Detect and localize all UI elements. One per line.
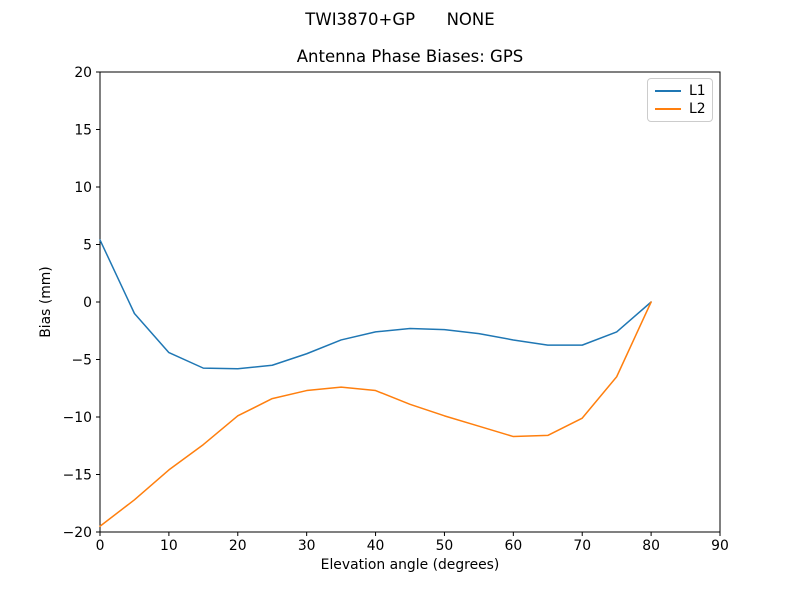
x-tick-label: 60 [504,538,522,554]
figure-suptitle: TWI3870+GP NONE [305,10,495,29]
chart-title: Antenna Phase Biases: GPS [296,47,524,66]
y-tick-label: 20 [74,65,92,81]
legend-item-l2: L2 [648,101,712,118]
legend-item-l1: L1 [648,83,712,100]
legend-label-l2: L2 [689,100,706,117]
legend-label-l1: L1 [689,82,706,99]
y-tick-label: 15 [74,122,92,138]
line-series-l1 [99,239,652,370]
l2-line-sample-icon [655,108,681,110]
legend: L1 L2 [647,78,713,122]
y-tick-label: −5 [72,352,92,368]
x-tick-label: 50 [436,538,454,554]
x-tick-label: 10 [160,538,178,554]
y-axis-label: Bias (mm) [38,266,54,338]
y-tick-label: −10 [63,410,92,426]
y-tick-label: 10 [74,180,92,196]
x-axis-label: Elevation angle (degrees) [320,557,500,573]
line-series-l2 [99,301,652,527]
x-tick-label: 90 [711,538,729,554]
y-tick-label: 5 [83,237,92,253]
plot-area [99,71,721,533]
x-tick-label: 80 [642,538,660,554]
x-tick-label: 30 [298,538,316,554]
y-tick-label: 0 [83,295,92,311]
x-tick-label: 20 [229,538,247,554]
l1-line-sample-icon [655,90,681,92]
y-tick-label: −15 [63,467,92,483]
x-tick-label: 0 [96,538,105,554]
x-tick-label: 70 [573,538,591,554]
y-tick-label: −20 [63,525,92,541]
x-tick-label: 40 [367,538,385,554]
